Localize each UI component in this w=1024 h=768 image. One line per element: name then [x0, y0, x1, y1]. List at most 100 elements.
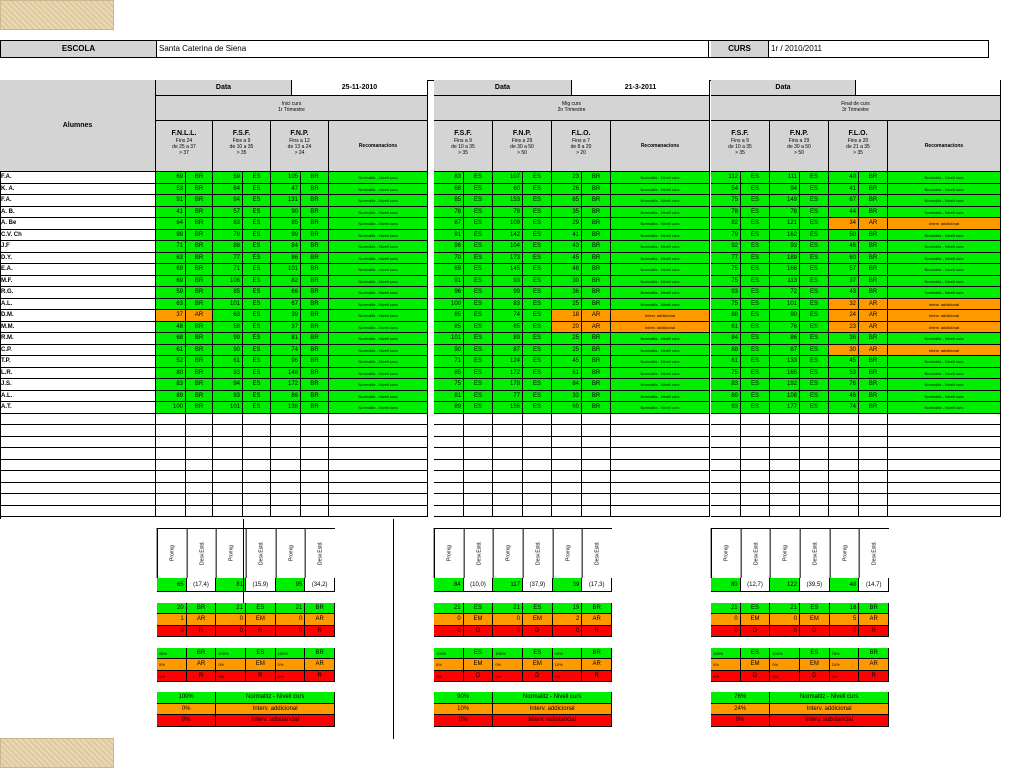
score-value[interactable]: 78 [493, 206, 523, 218]
score-value[interactable]: 83 [213, 218, 243, 230]
score-value[interactable]: 69 [434, 264, 464, 276]
score-value[interactable]: 29 [552, 218, 582, 230]
score-value[interactable]: 43 [829, 287, 859, 299]
score-value[interactable]: 87 [770, 344, 800, 356]
score-value[interactable]: 39 [271, 310, 301, 322]
score-value[interactable]: 24 [829, 310, 859, 322]
score-value[interactable]: 52 [156, 356, 186, 368]
score-value[interactable]: 90 [434, 344, 464, 356]
score-value[interactable]: 60 [552, 402, 582, 414]
score-value[interactable]: 41 [552, 229, 582, 241]
score-value[interactable]: 99 [271, 229, 301, 241]
score-value[interactable]: 113 [770, 275, 800, 287]
score-value[interactable]: 61 [552, 367, 582, 379]
score-value[interactable]: 86 [271, 252, 301, 264]
score-value[interactable]: 142 [493, 229, 523, 241]
score-value[interactable]: 131 [271, 195, 301, 207]
score-value[interactable]: 67 [271, 298, 301, 310]
score-value[interactable]: 77 [493, 390, 523, 402]
score-value[interactable]: 63 [213, 310, 243, 322]
score-value[interactable]: 96 [271, 356, 301, 368]
score-value[interactable]: 96 [434, 241, 464, 253]
score-value[interactable]: 85 [434, 310, 464, 322]
score-value[interactable]: 88 [711, 310, 741, 322]
score-value[interactable]: 77 [711, 252, 741, 264]
score-value[interactable]: 75 [711, 195, 741, 207]
escola-value[interactable]: Santa Caterina de Siena [159, 41, 709, 57]
score-value[interactable]: 71 [156, 241, 186, 253]
score-value[interactable]: 101 [434, 333, 464, 345]
score-value[interactable]: 83 [156, 379, 186, 391]
score-value[interactable]: 47 [271, 183, 301, 195]
score-value[interactable]: 44 [829, 206, 859, 218]
score-value[interactable]: 46 [829, 390, 859, 402]
date-value-1[interactable]: 25-11-2010 [292, 80, 428, 96]
score-value[interactable]: 88 [213, 241, 243, 253]
score-value[interactable]: 36 [829, 333, 859, 345]
score-value[interactable]: 83 [493, 298, 523, 310]
score-value[interactable]: 90 [770, 310, 800, 322]
score-value[interactable]: 156 [493, 402, 523, 414]
score-value[interactable]: 90 [271, 206, 301, 218]
score-value[interactable]: 74 [493, 310, 523, 322]
score-value[interactable]: 94 [213, 379, 243, 391]
score-value[interactable]: 90 [213, 344, 243, 356]
score-value[interactable]: 34 [829, 218, 859, 230]
score-value[interactable]: 61 [711, 321, 741, 333]
score-value[interactable]: 46 [829, 241, 859, 253]
score-value[interactable]: 81 [434, 390, 464, 402]
score-value[interactable]: 88 [711, 344, 741, 356]
score-value[interactable]: 76 [770, 321, 800, 333]
score-value[interactable]: 138 [271, 402, 301, 414]
score-value[interactable]: 37 [829, 275, 859, 287]
score-value[interactable]: 100 [156, 402, 186, 414]
score-value[interactable]: 107 [493, 172, 523, 184]
score-value[interactable]: 82 [271, 275, 301, 287]
score-value[interactable]: 85 [271, 218, 301, 230]
score-value[interactable]: 89 [434, 402, 464, 414]
score-value[interactable]: 83 [711, 379, 741, 391]
score-value[interactable]: 100 [434, 298, 464, 310]
score-value[interactable]: 45 [552, 356, 582, 368]
score-value[interactable]: 85 [434, 367, 464, 379]
score-value[interactable]: 101 [271, 264, 301, 276]
score-value[interactable]: 65 [552, 195, 582, 207]
score-value[interactable]: 189 [770, 252, 800, 264]
score-value[interactable]: 36 [552, 287, 582, 299]
score-value[interactable]: 59 [213, 172, 243, 184]
score-value[interactable]: 80 [156, 367, 186, 379]
score-value[interactable]: 84 [271, 241, 301, 253]
score-value[interactable]: 99 [213, 333, 243, 345]
score-value[interactable]: 109 [493, 218, 523, 230]
score-value[interactable]: 91 [434, 275, 464, 287]
score-value[interactable]: 85 [434, 195, 464, 207]
score-value[interactable]: 93 [213, 390, 243, 402]
score-value[interactable]: 172 [271, 379, 301, 391]
score-value[interactable]: 58 [213, 321, 243, 333]
score-value[interactable]: 63 [156, 252, 186, 264]
score-value[interactable]: 101 [213, 402, 243, 414]
curs-value[interactable]: 1r / 2010/2011 [771, 44, 823, 53]
score-value[interactable]: 40 [829, 172, 859, 184]
score-value[interactable]: 30 [552, 275, 582, 287]
score-value[interactable]: 25 [552, 344, 582, 356]
score-value[interactable]: 89 [156, 390, 186, 402]
score-value[interactable]: 93 [213, 367, 243, 379]
score-value[interactable]: 145 [493, 264, 523, 276]
score-value[interactable]: 69 [156, 275, 186, 287]
score-value[interactable]: 64 [213, 183, 243, 195]
score-value[interactable]: 112 [711, 172, 741, 184]
score-value[interactable]: 50 [829, 229, 859, 241]
score-value[interactable]: 61 [213, 356, 243, 368]
score-value[interactable]: 133 [770, 356, 800, 368]
score-value[interactable]: 94 [770, 183, 800, 195]
score-value[interactable]: 76 [829, 379, 859, 391]
score-value[interactable]: 30 [829, 344, 859, 356]
score-value[interactable]: 85 [434, 321, 464, 333]
score-value[interactable]: 23 [552, 172, 582, 184]
score-value[interactable]: 92 [711, 241, 741, 253]
score-value[interactable]: 26 [552, 183, 582, 195]
score-value[interactable]: 82 [711, 218, 741, 230]
score-value[interactable]: 108 [770, 390, 800, 402]
score-value[interactable]: 18 [552, 310, 582, 322]
